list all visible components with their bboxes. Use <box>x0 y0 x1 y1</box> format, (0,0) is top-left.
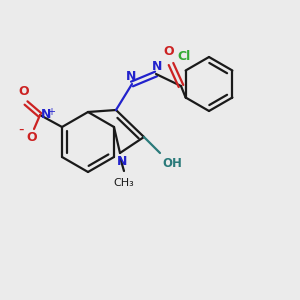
Text: -: - <box>19 122 24 136</box>
Text: O: O <box>164 45 174 58</box>
Text: N: N <box>41 109 51 122</box>
Text: O: O <box>19 85 29 98</box>
Text: N: N <box>126 70 136 83</box>
Text: N: N <box>117 155 127 168</box>
Text: CH₃: CH₃ <box>114 178 134 188</box>
Text: Cl: Cl <box>177 50 190 62</box>
Text: N: N <box>152 60 162 73</box>
Text: +: + <box>47 107 55 117</box>
Text: OH: OH <box>162 157 182 170</box>
Text: O: O <box>27 131 37 144</box>
